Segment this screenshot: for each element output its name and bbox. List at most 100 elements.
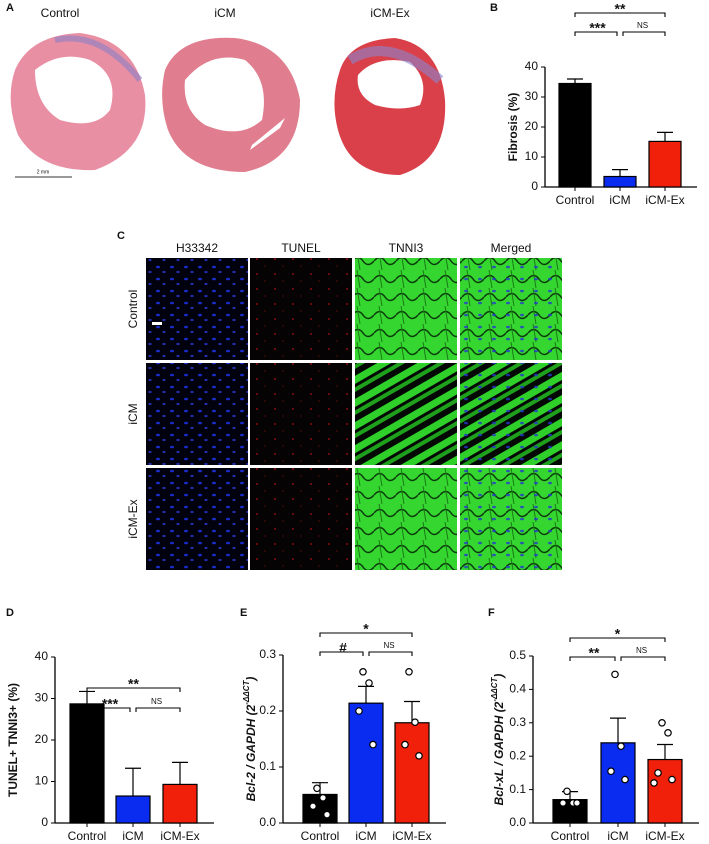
significance-label: **	[589, 645, 600, 661]
data-point	[611, 670, 619, 679]
y-tick-label: 40	[35, 649, 49, 663]
y-tick-label: 0	[41, 815, 48, 829]
micrograph	[355, 468, 457, 570]
scale-bar-label: 2 mm	[37, 169, 50, 175]
y-tick-label: 0.1	[259, 759, 276, 773]
y-axis-label-sup: -ΔΔCT	[490, 676, 499, 701]
significance-bracket	[86, 687, 181, 692]
micrograph-overlay	[460, 258, 562, 360]
micrograph-grid: H33342 TUNEL TNNI3 Merged Control iCM iCM-Ex	[126, 241, 562, 570]
data-point	[365, 679, 373, 687]
significance-bracket	[569, 656, 616, 661]
y-tick-label: 0	[531, 179, 538, 193]
data-point	[405, 667, 413, 676]
panel-letter: E	[240, 607, 247, 619]
x-tick-label: iCM-Ex	[392, 829, 431, 843]
heart-section	[162, 37, 300, 173]
error-bar	[567, 78, 583, 84]
data-point	[573, 799, 581, 807]
error-bar	[358, 685, 374, 704]
data-point	[650, 779, 658, 787]
y-tick-label: 10	[525, 149, 539, 163]
error-bar	[125, 767, 141, 797]
y-axis-label-text: Bcl-xL / GAPDH (2	[492, 701, 506, 805]
y-axis-label: TUNEL+ TNNI3+ (%)	[6, 683, 20, 797]
data-point	[415, 751, 423, 760]
data-point	[323, 810, 331, 819]
row-label: iCM	[126, 403, 140, 424]
significance-bracket	[620, 656, 666, 661]
significance-bracket	[86, 707, 131, 712]
significance-bracket	[135, 707, 181, 712]
y-tick-label: 0.4	[509, 682, 526, 696]
y-axis-label-suffix: )	[492, 674, 506, 680]
y-axis-label-suffix: )	[244, 677, 258, 683]
x-tick-label: iCM-Ex	[645, 829, 684, 843]
micrograph	[146, 258, 248, 360]
significance-label: NS	[637, 21, 648, 30]
bar	[603, 175, 637, 188]
significance-label: **	[128, 676, 139, 692]
y-tick-label: 0.3	[509, 715, 526, 729]
data-point	[359, 667, 367, 676]
column-label: TNNI3	[389, 241, 424, 255]
x-tick-label: iCM	[607, 829, 628, 843]
data-point	[319, 793, 327, 802]
error-bar	[404, 700, 420, 723]
x-tick-label: Control	[551, 829, 590, 843]
y-tick-label: 10	[35, 774, 49, 788]
micrograph	[250, 363, 352, 465]
x-tick-label: Control	[556, 193, 595, 207]
significance-label: ***	[102, 696, 119, 712]
data-point	[617, 742, 625, 750]
y-tick-label: 0.0	[509, 815, 526, 829]
significance-bracket	[569, 637, 666, 642]
bar	[162, 783, 198, 824]
bar	[348, 702, 384, 824]
micrograph	[355, 363, 457, 465]
significance-bracket	[319, 632, 413, 637]
y-tick-label: 0.5	[509, 648, 526, 662]
significance-label: NS	[636, 646, 647, 655]
significance-label: *	[615, 626, 621, 642]
data-point	[621, 775, 629, 784]
data-point	[654, 769, 662, 777]
panel-letter: A	[6, 2, 14, 14]
data-point	[355, 707, 363, 715]
bar	[648, 140, 682, 188]
panel-letter: B	[490, 2, 498, 14]
micrograph	[146, 468, 248, 570]
significance-bracket	[622, 31, 666, 36]
x-tick-label: iCM-Ex	[645, 193, 684, 207]
x-tick-label: iCM	[609, 193, 630, 207]
error-bar	[612, 169, 628, 177]
column-label: H33342	[176, 241, 218, 255]
y-tick-label: 30	[525, 89, 539, 103]
error-bar	[172, 761, 188, 785]
error-bar	[79, 690, 95, 704]
y-tick-label: 20	[35, 732, 49, 746]
micrograph-overlay	[460, 468, 562, 570]
significance-bracket	[319, 651, 364, 656]
y-tick-label: 0.1	[509, 782, 526, 796]
row-label: Control	[126, 290, 140, 329]
micrograph	[355, 258, 457, 360]
x-tick-label: Control	[68, 829, 107, 843]
bar	[558, 82, 592, 188]
data-point	[401, 740, 409, 749]
data-point	[309, 802, 317, 811]
scale-bar	[152, 322, 162, 325]
row-label: iCM-Ex	[126, 499, 140, 538]
micrograph	[250, 258, 352, 360]
y-tick-label: 0.0	[259, 815, 276, 829]
error-bar	[610, 717, 626, 743]
bar	[600, 742, 636, 824]
significance-label: *	[363, 621, 369, 637]
y-axis-label: Fibrosis (%)	[506, 93, 520, 162]
panel-letter: D	[6, 607, 14, 619]
data-point	[563, 787, 571, 796]
y-axis-label-sup: -ΔΔCT	[242, 680, 251, 705]
data-point	[559, 799, 567, 807]
data-point	[369, 740, 377, 749]
